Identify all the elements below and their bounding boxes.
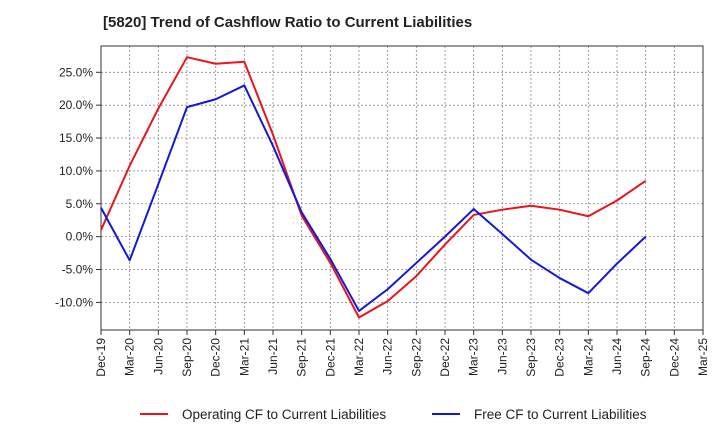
x-tick-label: Dec-22 <box>438 338 452 377</box>
x-tick-label: Mar-21 <box>237 338 251 376</box>
y-tick-label: 10.0% <box>59 164 93 178</box>
y-tick-label: 25.0% <box>59 65 93 79</box>
y-tick-label: -5.0% <box>62 263 94 277</box>
x-tick-label: Dec-24 <box>667 338 681 377</box>
x-tick-label: Sep-23 <box>524 338 538 377</box>
x-tick-label: Sep-22 <box>409 338 423 377</box>
x-tick-label: Sep-21 <box>295 338 309 377</box>
y-tick-label: 15.0% <box>59 131 93 145</box>
y-tick-label: 5.0% <box>66 197 94 211</box>
x-tick-label: Mar-23 <box>467 338 481 376</box>
x-tick-label: Jun-20 <box>151 338 165 375</box>
x-tick-label: Mar-20 <box>123 338 137 376</box>
x-tick-label: Jun-21 <box>266 338 280 375</box>
legend-label-1: Operating CF to Current Liabilities <box>182 407 386 422</box>
plot-frame <box>100 45 704 331</box>
y-tick-label: -10.0% <box>55 295 93 309</box>
x-tick-label: Sep-24 <box>639 338 653 377</box>
legend-label-2: Free CF to Current Liabilities <box>474 407 647 422</box>
x-tick-label: Dec-19 <box>94 338 108 377</box>
x-tick-label: Dec-23 <box>553 338 567 377</box>
x-tick-label: Dec-21 <box>323 338 337 377</box>
x-tick-label: Dec-20 <box>209 338 223 377</box>
series-line-2 <box>100 84 647 312</box>
x-tick-label: Jun-24 <box>610 338 624 375</box>
x-tick-label: Sep-20 <box>180 338 194 377</box>
plot-area <box>101 46 703 330</box>
y-tick-label: 20.0% <box>59 98 93 112</box>
series-line-1 <box>100 56 647 319</box>
chart-title: [5820] Trend of Cashflow Ratio to Curren… <box>103 14 473 31</box>
x-tick-label: Jun-23 <box>495 338 509 375</box>
x-tick-label: Mar-22 <box>352 338 366 376</box>
y-tick-label: 0.0% <box>66 230 94 244</box>
x-tick-label: Jun-22 <box>381 338 395 375</box>
x-tick-label: Mar-24 <box>581 338 595 376</box>
x-tick-label: Mar-25 <box>696 338 710 376</box>
